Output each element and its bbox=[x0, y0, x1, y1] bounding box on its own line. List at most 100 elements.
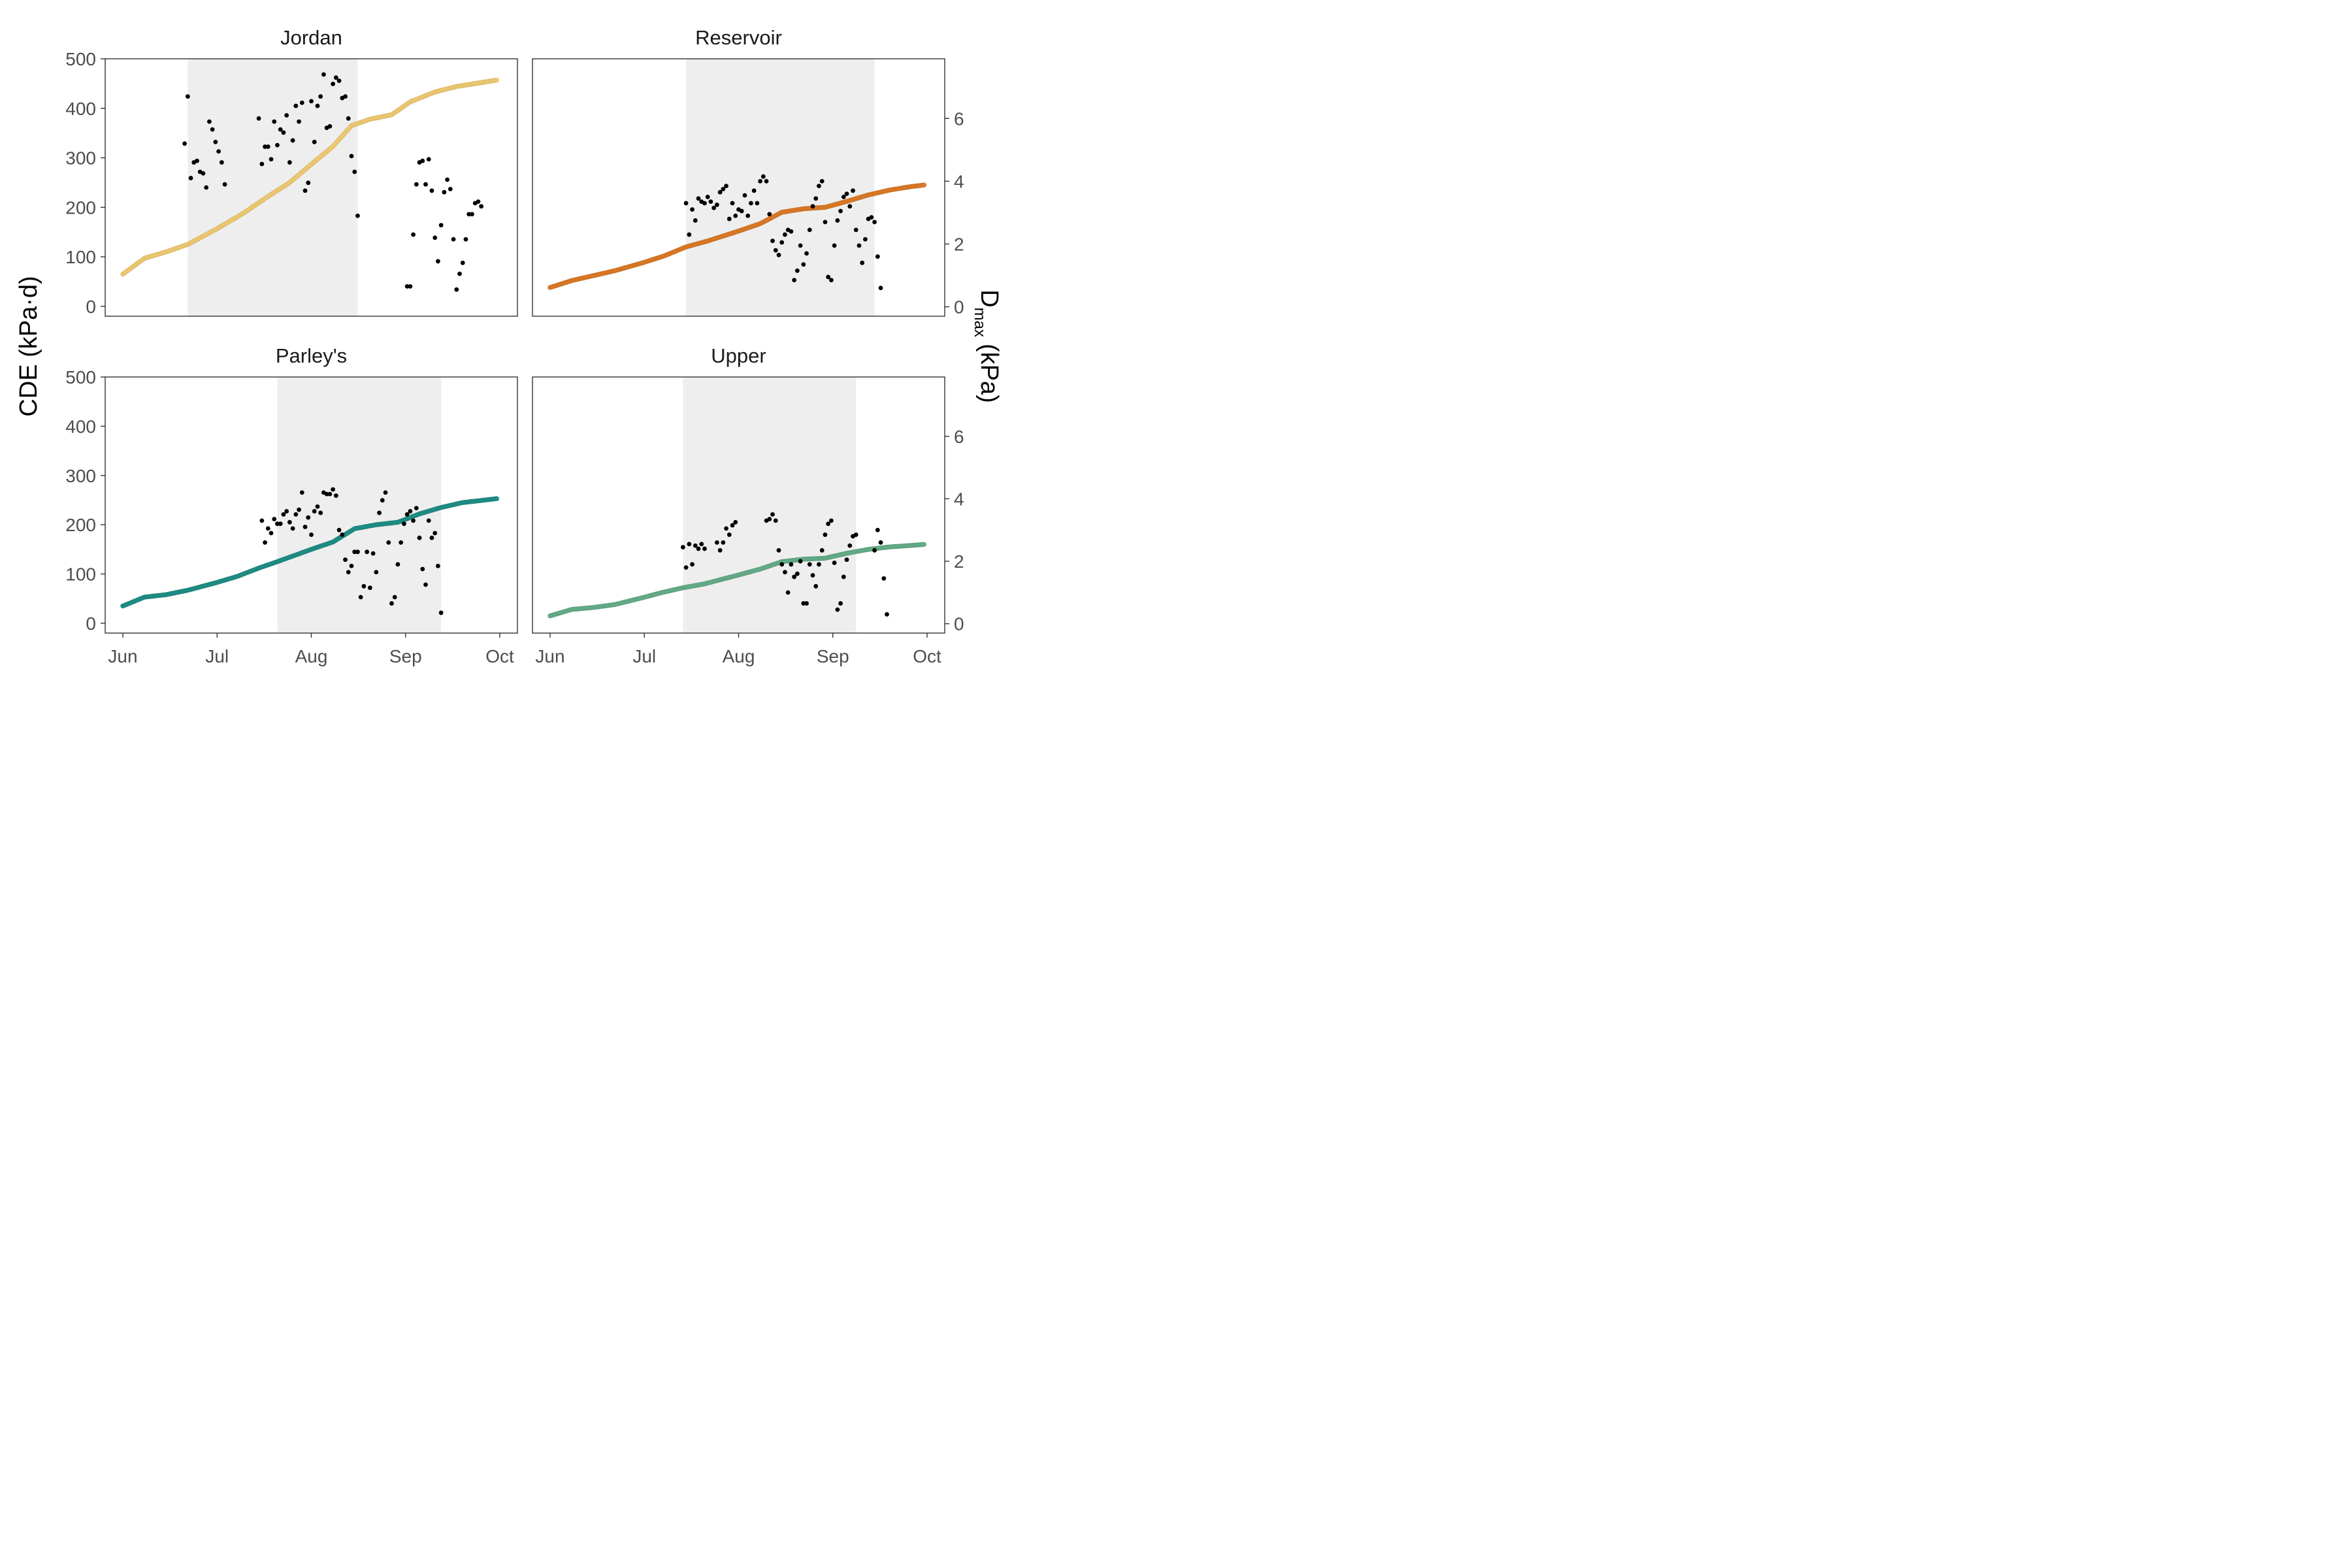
dmax-point bbox=[804, 601, 809, 606]
dmax-point bbox=[207, 119, 212, 124]
dmax-point bbox=[275, 521, 280, 527]
dmax-point bbox=[832, 561, 837, 565]
dmax-point bbox=[380, 498, 385, 503]
dmax-point bbox=[863, 237, 868, 242]
dmax-point bbox=[760, 174, 766, 179]
dmax-point bbox=[423, 582, 428, 587]
cde-point bbox=[494, 496, 499, 501]
shaded-period bbox=[683, 377, 857, 633]
dmax-point bbox=[730, 523, 735, 528]
x-tick-label: Aug bbox=[295, 646, 328, 666]
dmax-point bbox=[324, 491, 329, 497]
y-left-tick-label: 100 bbox=[65, 564, 96, 585]
panel-title-jordan: Jordan bbox=[280, 26, 342, 49]
dmax-point bbox=[764, 178, 769, 184]
dmax-point bbox=[331, 487, 336, 492]
y-left-tick-label: 200 bbox=[65, 197, 96, 218]
x-tick-label: Sep bbox=[389, 646, 422, 666]
y-left-tick-label: 500 bbox=[65, 367, 96, 387]
dmax-point bbox=[872, 220, 877, 225]
dmax-point bbox=[794, 268, 800, 273]
dmax-point bbox=[680, 545, 685, 549]
dmax-point bbox=[401, 521, 406, 527]
dmax-point bbox=[336, 527, 342, 532]
dmax-point bbox=[389, 601, 394, 606]
dmax-point bbox=[844, 557, 849, 563]
dmax-point bbox=[216, 149, 221, 154]
dmax-point bbox=[188, 176, 193, 180]
dmax-point bbox=[767, 212, 772, 217]
dmax-point bbox=[783, 232, 787, 237]
dmax-point bbox=[826, 521, 831, 527]
y-right-tick-label: 0 bbox=[954, 297, 964, 318]
dmax-point bbox=[853, 532, 858, 537]
dmax-point bbox=[721, 187, 726, 191]
y-right-tick-label: 0 bbox=[954, 614, 964, 634]
dmax-point bbox=[318, 510, 323, 515]
dmax-point bbox=[869, 215, 874, 220]
y-right-tick-label: 2 bbox=[954, 551, 964, 572]
dmax-point bbox=[838, 208, 843, 214]
dmax-point bbox=[776, 547, 781, 553]
dmax-point bbox=[423, 182, 428, 187]
dmax-point bbox=[302, 188, 308, 193]
dmax-point bbox=[333, 75, 338, 80]
dmax-point bbox=[309, 99, 314, 104]
dmax-point bbox=[828, 278, 834, 283]
x-tick-label: Oct bbox=[913, 646, 941, 666]
dmax-point bbox=[411, 518, 416, 523]
y-axis-right-title-main: D bbox=[975, 289, 1003, 307]
dmax-point bbox=[794, 571, 800, 576]
dmax-point bbox=[466, 212, 472, 217]
dmax-point bbox=[204, 185, 209, 190]
dmax-point bbox=[733, 519, 738, 525]
dmax-point bbox=[272, 517, 277, 521]
dmax-point bbox=[785, 590, 791, 595]
dmax-point bbox=[281, 130, 286, 135]
dmax-point bbox=[429, 188, 434, 193]
dmax-point bbox=[404, 512, 410, 517]
y-axis-left-title: CDE (kPa·d) bbox=[15, 276, 42, 416]
dmax-point bbox=[817, 184, 821, 188]
dmax-point bbox=[813, 196, 819, 201]
dmax-point bbox=[426, 518, 431, 523]
faceted-chart: Jordan0100200300400500Reservoir0246Parle… bbox=[15, 26, 1003, 666]
y-left-tick-label: 300 bbox=[65, 466, 96, 486]
dmax-point bbox=[733, 213, 738, 218]
dmax-point bbox=[436, 259, 440, 264]
y-left-tick-label: 0 bbox=[86, 613, 96, 634]
dmax-point bbox=[436, 563, 440, 568]
dmax-point bbox=[844, 191, 849, 197]
dmax-point bbox=[817, 562, 821, 567]
x-tick-label: Jul bbox=[205, 646, 229, 666]
dmax-point bbox=[429, 535, 434, 540]
dmax-point bbox=[751, 188, 757, 193]
dmax-point bbox=[213, 139, 218, 144]
dmax-point bbox=[433, 531, 438, 536]
dmax-point bbox=[195, 158, 199, 163]
dmax-point bbox=[302, 525, 308, 529]
dmax-point bbox=[702, 546, 707, 551]
dmax-point bbox=[420, 158, 425, 163]
dmax-point bbox=[470, 212, 474, 217]
dmax-point bbox=[327, 491, 333, 497]
dmax-point bbox=[730, 201, 735, 206]
dmax-point bbox=[343, 94, 348, 99]
dmax-point bbox=[860, 260, 865, 265]
dmax-point bbox=[690, 562, 694, 567]
dmax-point bbox=[714, 540, 719, 545]
dmax-point bbox=[287, 160, 292, 165]
dmax-point bbox=[355, 213, 360, 218]
dmax-point bbox=[770, 512, 775, 517]
dmax-point bbox=[702, 201, 707, 206]
dmax-point bbox=[755, 201, 760, 206]
y-axis-right-title-unit: (kPa) bbox=[975, 344, 1003, 403]
panel-title-reservoir: Reservoir bbox=[695, 26, 782, 49]
dmax-point bbox=[819, 547, 825, 553]
dmax-point bbox=[696, 196, 701, 201]
panels-layer: Jordan0100200300400500Reservoir0246Parle… bbox=[65, 26, 964, 666]
dmax-point bbox=[331, 82, 336, 86]
dmax-point bbox=[847, 543, 853, 548]
dmax-point bbox=[687, 542, 692, 547]
dmax-point bbox=[201, 171, 206, 176]
